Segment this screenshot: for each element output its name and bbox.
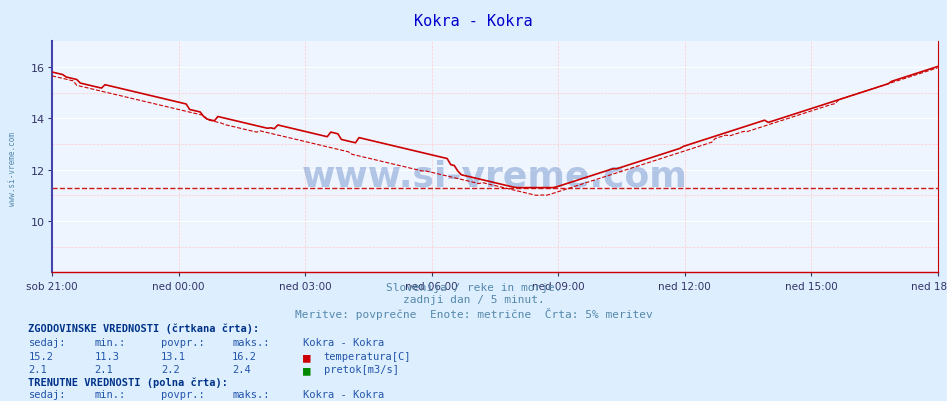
Text: povpr.:: povpr.: xyxy=(161,389,205,399)
Text: sedaj:: sedaj: xyxy=(28,389,66,399)
Text: temperatura[C]: temperatura[C] xyxy=(324,351,411,361)
Text: ■: ■ xyxy=(303,364,311,377)
Text: 2.1: 2.1 xyxy=(95,364,114,374)
Text: maks.:: maks.: xyxy=(232,389,270,399)
Text: min.:: min.: xyxy=(95,338,126,348)
Text: 16.2: 16.2 xyxy=(232,351,257,361)
Text: povpr.:: povpr.: xyxy=(161,338,205,348)
Text: maks.:: maks.: xyxy=(232,338,270,348)
Text: TRENUTNE VREDNOSTI (polna črta):: TRENUTNE VREDNOSTI (polna črta): xyxy=(28,376,228,387)
Text: ZGODOVINSKE VREDNOSTI (črtkana črta):: ZGODOVINSKE VREDNOSTI (črtkana črta): xyxy=(28,323,259,333)
Text: sedaj:: sedaj: xyxy=(28,338,66,348)
Text: 13.1: 13.1 xyxy=(161,351,186,361)
Text: 11.3: 11.3 xyxy=(95,351,119,361)
Text: ■: ■ xyxy=(303,351,311,364)
Text: 2.2: 2.2 xyxy=(161,364,180,374)
Text: 2.1: 2.1 xyxy=(28,364,47,374)
Text: zadnji dan / 5 minut.: zadnji dan / 5 minut. xyxy=(402,295,545,305)
Text: 15.2: 15.2 xyxy=(28,351,53,361)
Text: Kokra - Kokra: Kokra - Kokra xyxy=(303,389,384,399)
Text: Slovenija / reke in morje.: Slovenija / reke in morje. xyxy=(385,283,562,293)
Text: Kokra - Kokra: Kokra - Kokra xyxy=(414,14,533,29)
Text: Meritve: povprečne  Enote: metrične  Črta: 5% meritev: Meritve: povprečne Enote: metrične Črta:… xyxy=(295,307,652,319)
Text: www.si-vreme.com: www.si-vreme.com xyxy=(302,159,688,193)
Text: 2.4: 2.4 xyxy=(232,364,251,374)
Text: www.si-vreme.com: www.si-vreme.com xyxy=(8,132,17,205)
Text: Kokra - Kokra: Kokra - Kokra xyxy=(303,338,384,348)
Text: min.:: min.: xyxy=(95,389,126,399)
Text: pretok[m3/s]: pretok[m3/s] xyxy=(324,364,399,374)
